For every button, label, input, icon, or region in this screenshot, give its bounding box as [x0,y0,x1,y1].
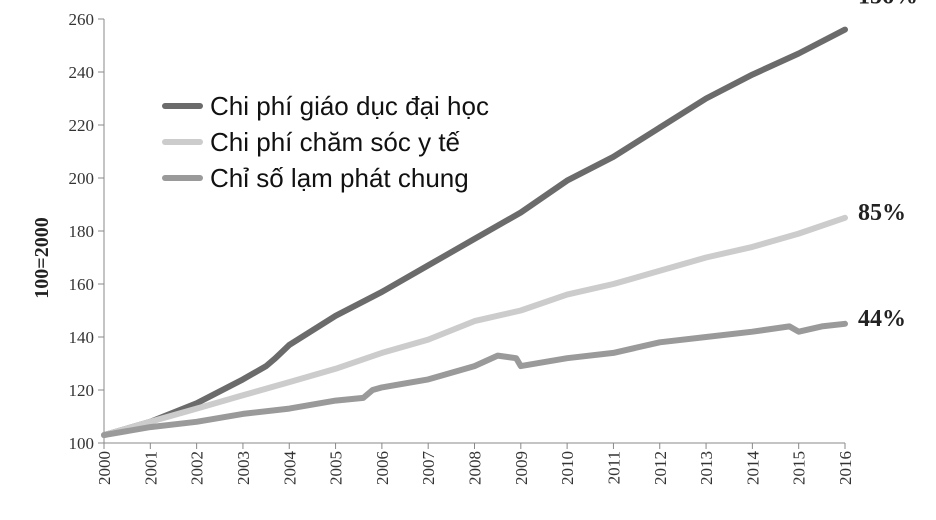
series-lines [101,26,848,439]
y-tick-label: 260 [69,10,95,29]
x-tick-label: 2005 [327,451,346,485]
x-tick-label: 2008 [466,451,485,485]
series-line-3 [101,320,848,439]
y-tick-label: 240 [69,63,95,82]
x-tick-label: 2007 [419,451,438,486]
end-label-3: 44% [858,306,906,332]
legend-label-1: Chi phí giáo dục đại học [210,91,489,121]
x-tick-label: 2000 [95,451,114,485]
x-tick-label: 2004 [280,451,299,486]
y-tick-label: 160 [69,275,95,294]
x-tick-label: 2003 [234,451,253,485]
x-tick-label: 2006 [373,451,392,485]
x-tick-label: 2009 [512,451,531,485]
x-tick-label: 2013 [697,451,716,485]
x-tick-label: 2001 [141,451,160,485]
series-line-2 [101,214,848,439]
x-tick-label: 2016 [836,451,855,485]
y-tick-label: 100 [69,434,95,453]
end-label-2: 85% [858,200,906,226]
y-tick-label: 180 [69,222,95,241]
legend: Chi phí giáo dục đại học Chi phí chăm sóc… [162,91,489,193]
y-tick-label: 140 [69,328,95,347]
y-tick-label: 120 [69,381,95,400]
axes: 100 120 140 160 180 200 220 240 260 2000 2001 2002 2… [69,10,856,485]
end-label-1: 156% [858,0,918,10]
x-tick-label: 2014 [743,451,762,486]
y-axis-label: 100=2000 [31,217,53,298]
x-tick-label: 2002 [188,451,207,485]
end-labels: 156% 85% 44% [858,0,918,332]
series-line-1 [101,26,848,439]
x-tick-label: 2015 [790,451,809,485]
y-tick-label: 200 [69,169,95,188]
x-tick-label: 2011 [604,451,623,484]
legend-label-3: Chỉ số lạm phát chung [210,163,469,193]
x-tick-label: 2010 [558,451,577,485]
y-tick-label: 220 [69,116,95,135]
legend-label-2: Chi phí chăm sóc y tế [210,127,461,157]
x-tick-label: 2012 [651,451,670,485]
